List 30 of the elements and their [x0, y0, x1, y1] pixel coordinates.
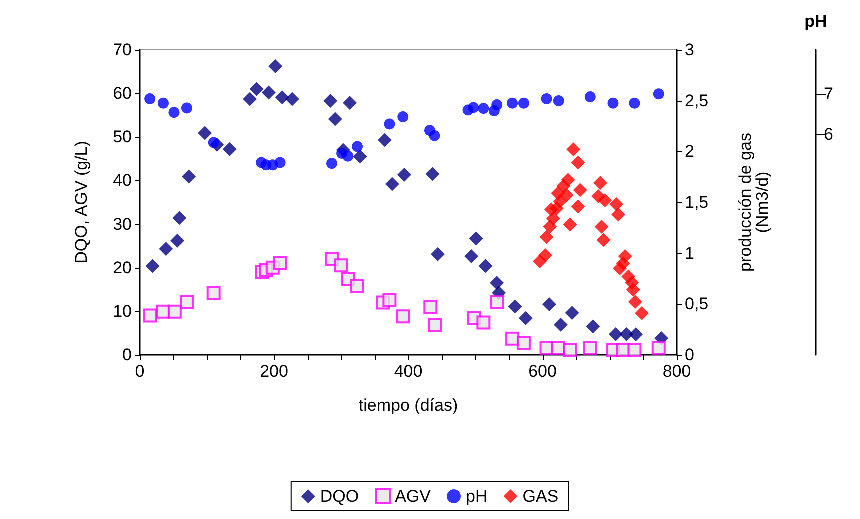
y2-tick-label: 0	[685, 346, 694, 364]
y-axis-title: DQO, AGV (g/L)	[72, 141, 91, 264]
y-tick-label: 30	[113, 214, 132, 234]
x-tick-label: 600	[528, 362, 557, 381]
y3-tick-label: 6	[824, 124, 834, 144]
x-tick-label: 400	[394, 362, 423, 381]
y2-tick-label: 1	[685, 244, 694, 263]
y-tick-label: 0	[122, 346, 132, 364]
y2-axis-title: producción de gas (Nm3/d)	[736, 133, 772, 272]
legend-label: AGV	[395, 487, 432, 506]
y3-axis-title: pH	[804, 12, 828, 31]
x-axis-title: tiempo (días)	[358, 396, 458, 415]
y-tick-label: 70	[113, 40, 132, 60]
y-tick-label: 60	[113, 84, 132, 104]
y-tick-label: 50	[113, 128, 132, 147]
y2-tick-label: 3	[685, 40, 694, 60]
y2-tick-label: 1,5	[685, 193, 709, 212]
x-tick-label: 800	[662, 362, 692, 381]
y2-tick-label: 0,5	[685, 294, 709, 314]
x-tick-label: 200	[260, 362, 288, 381]
y3-tick-label: 7	[824, 84, 834, 104]
legend-label: DQO	[320, 487, 360, 506]
y-tick-label: 10	[113, 302, 132, 321]
x-tick-label: 0	[135, 362, 145, 381]
y-tick-label: 40	[113, 171, 132, 190]
legend-label: pH	[466, 487, 488, 506]
legend-label: GAS	[522, 487, 559, 506]
y2-tick-label: 2	[685, 142, 694, 162]
y2-tick-label: 2,5	[685, 91, 709, 110]
y-tick-label: 20	[113, 258, 132, 278]
